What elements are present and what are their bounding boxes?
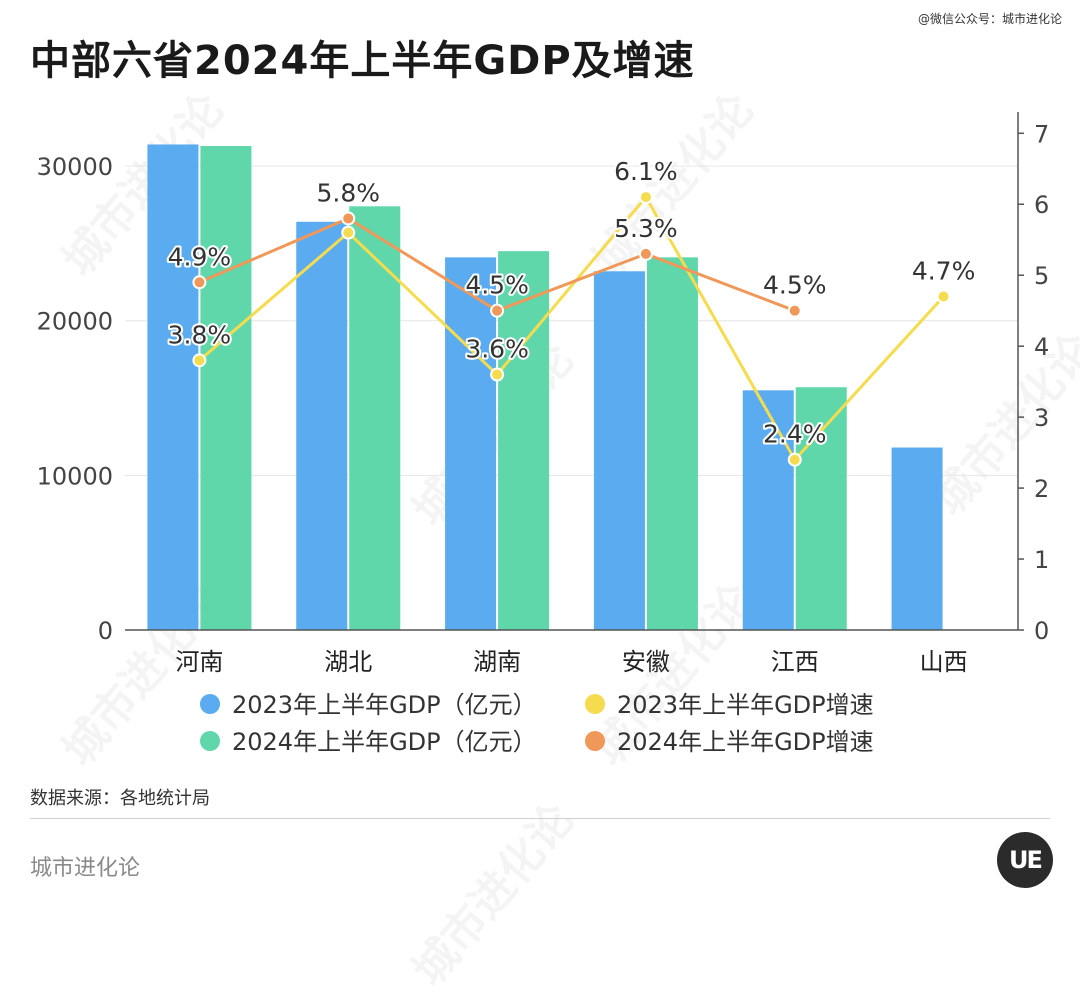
y-left-tick-label: 30000	[37, 153, 113, 181]
y-right-tick-label: 3	[1034, 404, 1049, 432]
legend-label: 2023年上半年GDP增速	[617, 691, 874, 719]
data-label: 3.6%	[465, 335, 529, 364]
x-tick-label: 湖北	[324, 648, 372, 676]
gdp-bar	[349, 206, 401, 630]
legend-marker	[200, 731, 220, 751]
legend-label: 2023年上半年GDP（亿元）	[232, 691, 537, 719]
data-label: 5.3%	[614, 214, 678, 243]
chart: 0 10000 20000 30000 0 1 2 3 4 5 6 7 河南 湖北 湖南 安徽 江西 山西 4.9%…	[37, 112, 1049, 756]
wechat-credit: @微信公众号：城市进化论	[917, 12, 1062, 26]
gdp-bar	[593, 271, 645, 630]
data-label: 6.1%	[614, 157, 678, 186]
y-right-tick-label: 6	[1034, 191, 1049, 219]
growth-point	[638, 190, 653, 205]
legend-marker	[585, 694, 605, 714]
gdp-bar	[742, 390, 794, 630]
gdp-bar	[795, 387, 847, 630]
growth-point	[192, 353, 207, 368]
x-tick-label: 湖南	[473, 648, 521, 676]
growth-point	[490, 303, 505, 318]
growth-point	[787, 303, 802, 318]
y-left-tick-label: 10000	[37, 462, 113, 490]
y-right-tick-label: 0	[1034, 617, 1049, 645]
data-label: 3.8%	[168, 320, 232, 349]
growth-point	[192, 275, 207, 290]
y-right-tick-label: 1	[1034, 546, 1049, 574]
chart-title: 中部六省2024年上半年GDP及增速	[30, 38, 695, 84]
brand-name: 城市进化论	[30, 856, 141, 881]
data-label: 4.5%	[763, 271, 827, 300]
y-right-tick-label: 2	[1034, 475, 1049, 503]
data-label: 2.4%	[763, 420, 827, 449]
y-left-tick-label: 20000	[37, 308, 113, 336]
x-tick-label: 山西	[920, 648, 968, 676]
growth-point	[341, 211, 356, 226]
y-right-tick-label: 7	[1034, 120, 1049, 148]
legend-label: 2024年上半年GDP增速	[617, 728, 874, 756]
growth-point	[490, 367, 505, 382]
legend-marker	[585, 731, 605, 751]
gdp-bar	[646, 257, 698, 630]
y-right-tick-label: 5	[1034, 262, 1049, 290]
growth-point	[638, 246, 653, 261]
x-tick-label: 河南	[175, 648, 223, 676]
gdp-bar	[891, 447, 943, 630]
legend-label: 2024年上半年GDP（亿元）	[232, 728, 537, 756]
x-tick-label: 安徽	[622, 648, 670, 676]
footer-divider	[30, 818, 1050, 819]
growth-point	[787, 452, 802, 467]
data-label: 4.7%	[912, 256, 976, 285]
growth-line	[198, 194, 945, 463]
gdp-bar	[296, 221, 348, 630]
y-right-tick-label: 4	[1034, 333, 1049, 361]
data-label: 5.8%	[316, 178, 380, 207]
legend-marker	[200, 694, 220, 714]
growth-point	[341, 225, 356, 240]
data-source: 数据来源：各地统计局	[30, 788, 210, 809]
brand-logo: UE	[997, 832, 1053, 888]
y-left-tick-label: 0	[98, 617, 113, 645]
gdp-bar	[147, 144, 199, 630]
growth-point	[936, 289, 951, 304]
x-tick-label: 江西	[771, 648, 819, 676]
gdp-bar	[445, 257, 497, 630]
gdp-bar	[200, 146, 252, 630]
data-label: 4.9%	[168, 242, 232, 271]
gdp-bar	[498, 251, 550, 630]
data-label: 4.5%	[465, 271, 529, 300]
